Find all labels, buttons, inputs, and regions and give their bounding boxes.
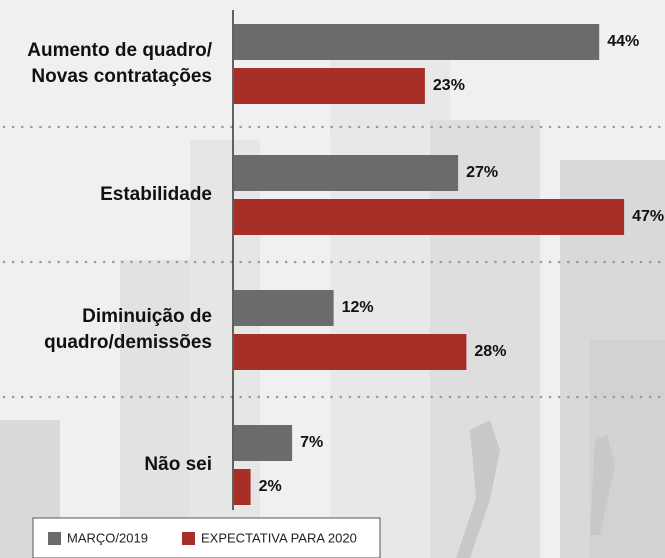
value-label: 7% bbox=[300, 434, 323, 451]
category-label: Diminuição de bbox=[82, 306, 212, 327]
bar bbox=[234, 469, 251, 505]
value-label: 28% bbox=[474, 343, 506, 360]
value-label: 44% bbox=[607, 33, 639, 50]
legend-label: EXPECTATIVA PARA 2020 bbox=[201, 530, 357, 545]
bar bbox=[234, 68, 425, 104]
category-label: Estabilidade bbox=[100, 184, 212, 205]
value-label: 23% bbox=[433, 77, 465, 94]
category-label: Não sei bbox=[144, 454, 212, 475]
bar bbox=[234, 199, 624, 235]
bar bbox=[234, 425, 292, 461]
chart: Aumento de quadro/Novas contratações 44% 2… bbox=[0, 0, 665, 558]
bar bbox=[234, 334, 466, 370]
bar bbox=[234, 290, 334, 326]
legend-label: MARÇO/2019 bbox=[67, 530, 148, 545]
value-label: 12% bbox=[342, 299, 374, 316]
value-label: 27% bbox=[466, 164, 498, 181]
legend-swatch bbox=[182, 532, 195, 545]
value-label: 2% bbox=[259, 478, 282, 495]
legend-swatch bbox=[48, 532, 61, 545]
bar bbox=[234, 24, 599, 60]
category-label: Aumento de quadro/ bbox=[27, 40, 212, 61]
category-label: Novas contratações bbox=[31, 66, 212, 87]
category-label: quadro/demissões bbox=[44, 332, 212, 353]
bar bbox=[234, 155, 458, 191]
value-label: 47% bbox=[632, 208, 664, 225]
